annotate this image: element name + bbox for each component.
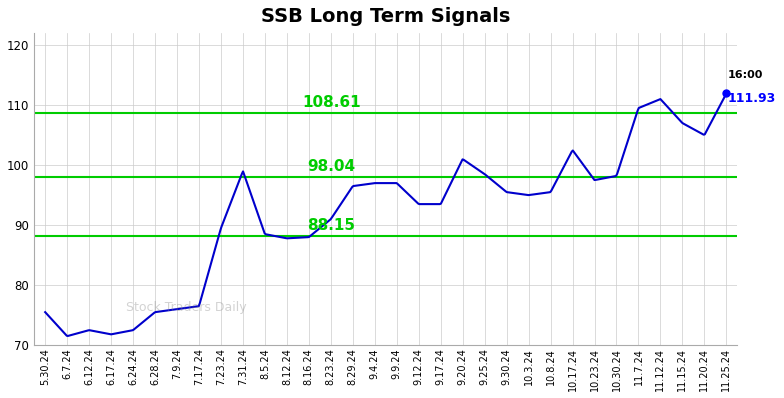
Text: 98.04: 98.04	[307, 159, 355, 174]
Text: 88.15: 88.15	[307, 218, 355, 233]
Text: 111.93: 111.93	[728, 92, 775, 105]
Text: Stock Traders Daily: Stock Traders Daily	[125, 301, 246, 314]
Text: 108.61: 108.61	[302, 96, 361, 110]
Text: 16:00: 16:00	[728, 70, 763, 80]
Title: SSB Long Term Signals: SSB Long Term Signals	[261, 7, 510, 26]
